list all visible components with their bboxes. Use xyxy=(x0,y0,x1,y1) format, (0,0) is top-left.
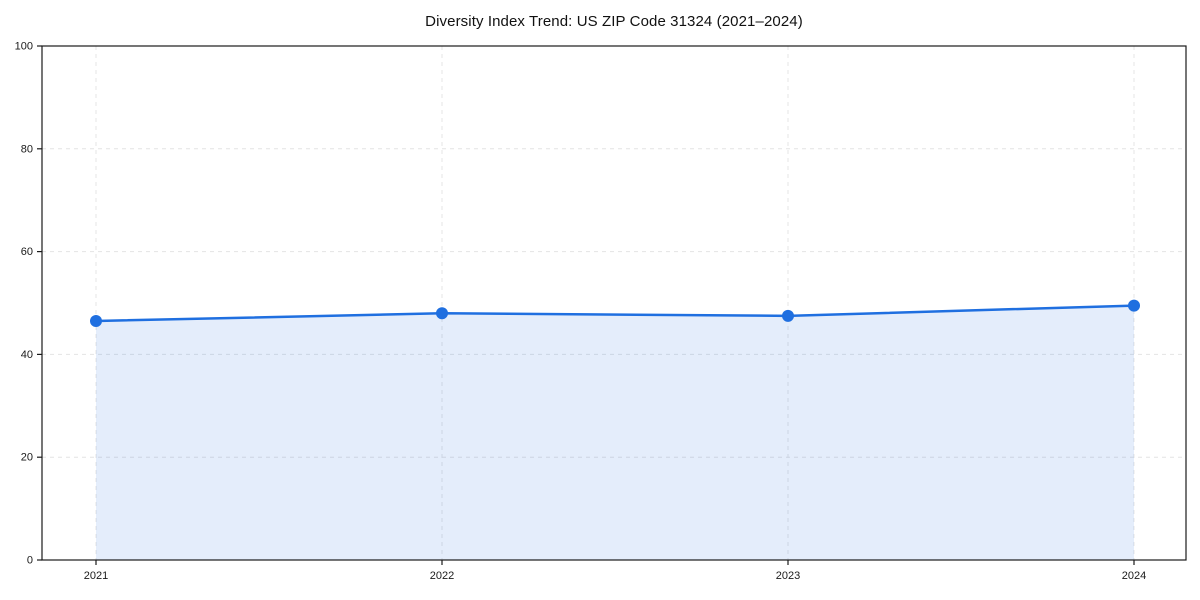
data-point xyxy=(90,314,102,327)
x-tick-label: 2022 xyxy=(430,570,454,582)
y-tick-label: 0 xyxy=(27,555,33,567)
y-tick-label: 20 xyxy=(21,452,33,464)
x-tick-label: 2024 xyxy=(1122,570,1146,582)
x-tick-label: 2021 xyxy=(84,570,108,582)
data-point xyxy=(1128,299,1140,312)
data-line xyxy=(94,304,1136,323)
data-point xyxy=(782,309,794,322)
x-tick-label: 2023 xyxy=(776,570,800,582)
y-tick-label: 40 xyxy=(21,349,33,361)
y-tick-label: 60 xyxy=(21,246,33,258)
y-tick-label: 80 xyxy=(21,143,33,155)
area-fill xyxy=(96,305,1134,560)
plot-border xyxy=(41,45,1187,561)
data-point xyxy=(436,307,448,320)
chart-title: Diversity Index Trend: US ZIP Code 31324… xyxy=(425,13,803,30)
y-tick-label: 100 xyxy=(15,41,33,53)
